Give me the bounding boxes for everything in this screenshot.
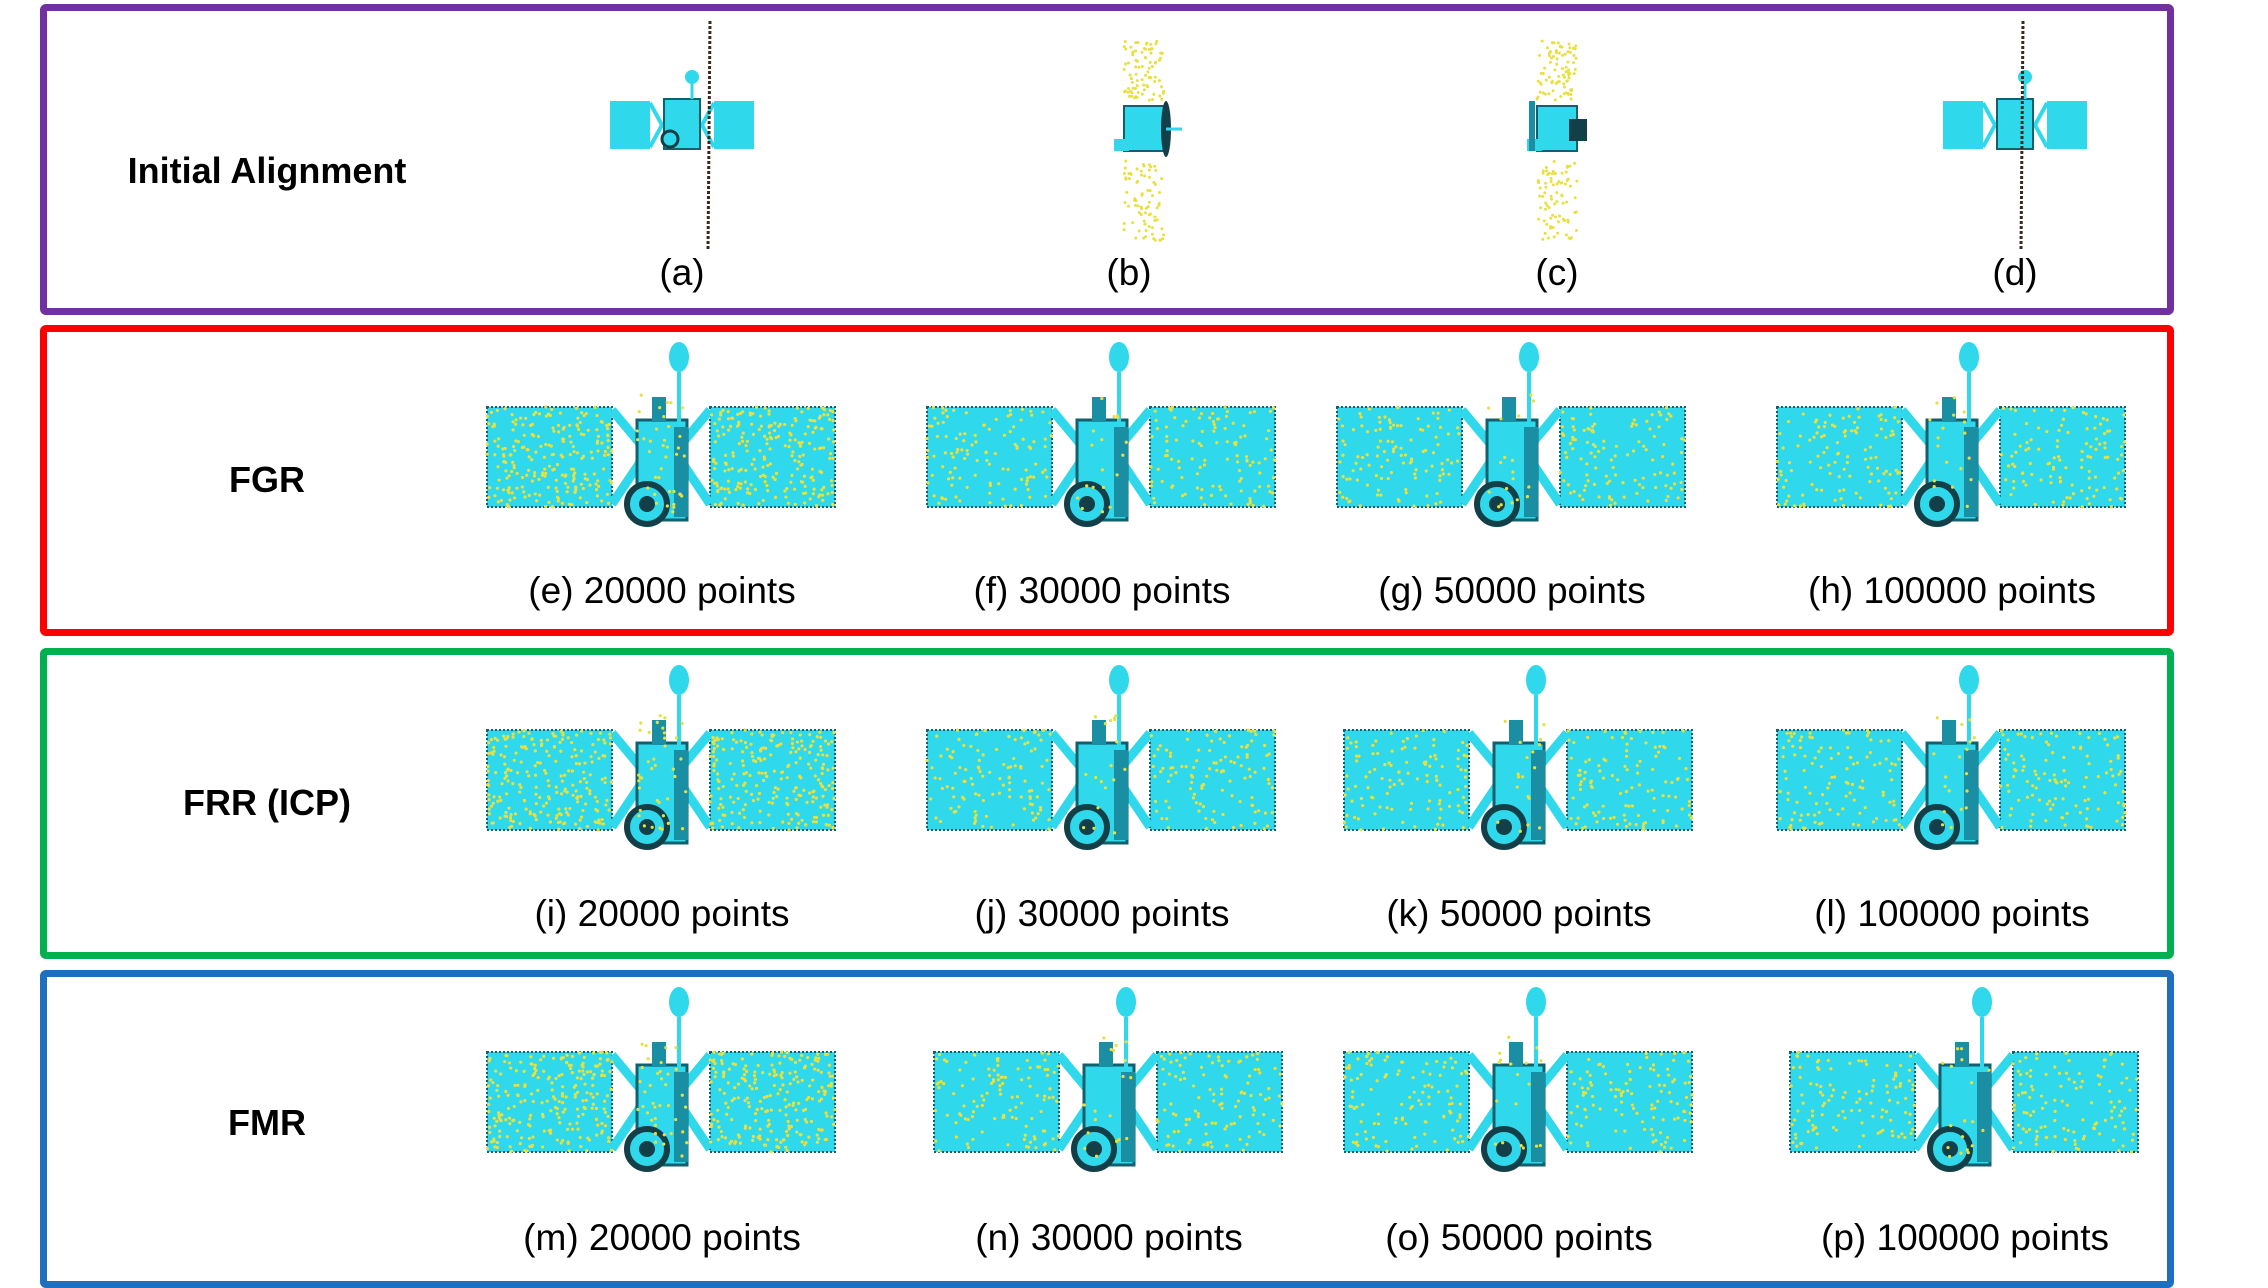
caption: (m) 20000 points — [523, 1217, 801, 1258]
cell-e: (e) 20000 points — [442, 332, 882, 637]
caption: (o) 50000 points — [1385, 1217, 1653, 1258]
row-label: Initial Alignment — [127, 150, 407, 191]
satellite-pointcloud-icon — [925, 665, 1276, 850]
caption: (a) — [659, 252, 705, 293]
satellite-pointcloud-icon — [1336, 342, 1686, 527]
satellite-pointcloud-icon — [925, 342, 1277, 527]
panel-fgr: FGR (e) 20000 points (f) 30000 points (g… — [40, 325, 2174, 636]
satellite-pointcloud-icon — [1114, 39, 1182, 242]
cell-d: (d) — [1795, 11, 2235, 316]
caption: (i) 20000 points — [534, 893, 790, 934]
cell-n: (n) 30000 points — [889, 977, 1329, 1282]
caption: (d) — [1992, 252, 2038, 293]
satellite-pointcloud-icon — [485, 987, 837, 1172]
panel-initial-alignment: Initial Alignment (a) (b) (c) (d) — [40, 4, 2174, 315]
cell-k: (k) 50000 points — [1299, 655, 1739, 960]
satellite-pointcloud-icon — [1776, 665, 2127, 850]
satellite-pointcloud-icon — [1527, 39, 1587, 241]
caption: (p) 100000 points — [1821, 1217, 2109, 1258]
caption: (j) 30000 points — [974, 893, 1230, 934]
satellite-pointcloud-icon — [485, 342, 836, 527]
cell-p: (p) 100000 points — [1745, 977, 2185, 1282]
caption: (b) — [1106, 252, 1152, 293]
cell-o: (o) 50000 points — [1299, 977, 1739, 1282]
satellite-pointcloud-icon — [486, 665, 836, 850]
row-label: FRR (ICP) — [183, 782, 351, 823]
satellite-pointcloud-icon — [1343, 987, 1694, 1172]
satellite-pointcloud-icon — [1789, 987, 2139, 1172]
caption: (f) 30000 points — [973, 570, 1231, 611]
satellite-pointcloud-icon — [933, 987, 1284, 1172]
satellite-pointcloud-icon — [1943, 20, 2087, 251]
cell-f: (f) 30000 points — [882, 332, 1322, 637]
caption: (g) 50000 points — [1378, 570, 1646, 611]
cell-b: (b) — [909, 11, 1349, 316]
satellite-pointcloud-icon — [610, 20, 754, 251]
caption: (l) 100000 points — [1814, 893, 2090, 934]
cell-l: (l) 100000 points — [1732, 655, 2172, 960]
caption: (h) 100000 points — [1808, 570, 2096, 611]
panel-fmr: FMR (m) 20000 points (n) 30000 points (o… — [40, 970, 2174, 1288]
row-label: FGR — [229, 459, 305, 500]
row-label: FMR — [228, 1102, 306, 1143]
satellite-pointcloud-icon — [1775, 342, 2127, 527]
caption: (k) 50000 points — [1386, 893, 1652, 934]
cell-m: (m) 20000 points — [442, 977, 882, 1282]
caption: (n) 30000 points — [975, 1217, 1243, 1258]
caption: (c) — [1535, 252, 1579, 293]
cell-g: (g) 50000 points — [1292, 332, 1732, 637]
cell-j: (j) 30000 points — [882, 655, 1322, 960]
satellite-pointcloud-icon — [1342, 665, 1694, 850]
cell-a: (a) — [462, 11, 902, 316]
panel-frr-icp: FRR (ICP) (i) 20000 points (j) 30000 poi… — [40, 648, 2174, 959]
cell-c: (c) — [1337, 11, 1777, 316]
cell-h: (h) 100000 points — [1732, 332, 2172, 637]
caption: (e) 20000 points — [528, 570, 796, 611]
cell-i: (i) 20000 points — [442, 655, 882, 960]
